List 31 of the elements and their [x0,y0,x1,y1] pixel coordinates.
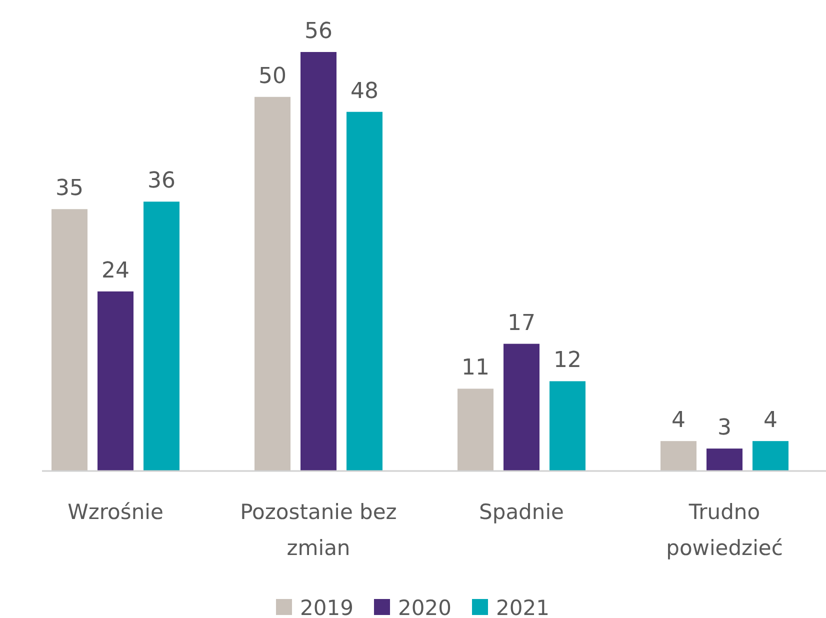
data-label: 4 [764,408,778,434]
bar [504,344,540,471]
data-label: 24 [102,258,130,284]
data-label: 48 [350,78,378,104]
bar [550,381,586,471]
data-label: 50 [258,64,286,89]
data-label: 36 [148,168,176,194]
bar [660,441,696,471]
bar [458,388,494,471]
bar [752,441,788,471]
bar [706,448,742,471]
bar [254,96,290,471]
legend-label: 2019 [300,596,354,618]
x-tick-label: Spadnie [479,500,564,524]
x-tick-label: Trudno powiedzieć [666,500,783,560]
legend-label: 2020 [398,596,452,618]
legend-label: 2021 [496,596,550,618]
data-label: 17 [508,310,536,336]
data-label: 56 [304,19,332,44]
data-label: 4 [672,408,686,434]
bar [300,52,336,471]
x-tick-label: Wzrośnie [68,500,164,524]
data-label: 11 [462,356,490,381]
bar [346,112,382,471]
x-tick-label: Pozostanie bez zmian [240,500,397,560]
bar [98,291,134,471]
bar [52,209,88,471]
data-label: 35 [56,176,84,202]
bar [144,202,180,471]
data-label: 3 [718,416,732,441]
data-label: 12 [554,348,582,374]
